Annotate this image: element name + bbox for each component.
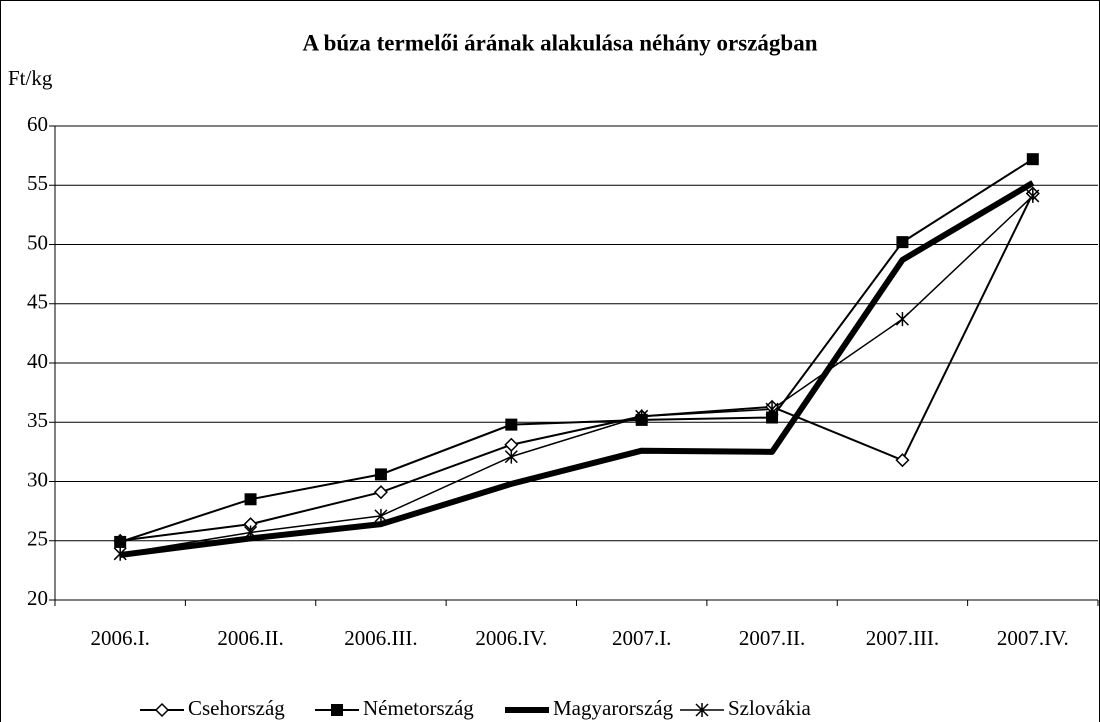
marker [1026,153,1039,166]
marker [504,437,519,452]
marker [114,535,127,548]
y-tick-label: 25 [27,527,48,551]
y-tick-label: 20 [27,586,48,610]
marker [244,493,257,506]
series-line [120,195,1034,555]
marker [373,485,388,500]
y-tick-label: 55 [27,171,48,195]
marker [113,546,127,561]
series-line [119,158,1034,543]
marker [504,449,518,464]
y-tick-label: 35 [27,408,48,432]
marker [765,402,779,417]
marker [695,703,709,717]
x-tick-label: 2006.I. [90,626,150,650]
y-tick-label: 40 [27,349,48,373]
legend-label: Németország [363,696,474,720]
x-tick-label: 2007.III. [866,626,939,650]
series-line [119,180,1035,558]
marker [331,704,343,716]
y-tick-label: 50 [27,230,48,254]
marker [244,525,258,540]
x-tick-label: 2007.I. [612,626,672,650]
x-tick-label: 2007.IV. [997,626,1069,650]
legend-label: Magyarország [553,696,674,720]
y-axis-label: Ft/kg [8,66,53,90]
chart-title: A búza termelői árának alakulása néhány … [303,30,818,55]
x-tick-label: 2006.IV. [475,626,547,650]
marker [505,418,518,431]
marker [896,236,909,249]
y-tick-label: 45 [27,290,48,314]
series-line [120,193,1034,542]
legend-label: Csehország [188,696,285,720]
marker [766,411,779,424]
marker [1026,188,1040,203]
marker [895,312,909,327]
marker [895,453,910,468]
marker [374,508,388,523]
legend-label: Szlovákia [728,696,811,720]
x-tick-label: 2006.II. [217,626,284,650]
marker [635,409,649,424]
y-tick-label: 30 [27,467,48,491]
x-tick-label: 2006.III. [344,626,417,650]
y-tick-label: 60 [27,112,48,136]
x-tick-label: 2007.II. [739,626,806,650]
marker [374,468,387,481]
marker [154,702,170,718]
